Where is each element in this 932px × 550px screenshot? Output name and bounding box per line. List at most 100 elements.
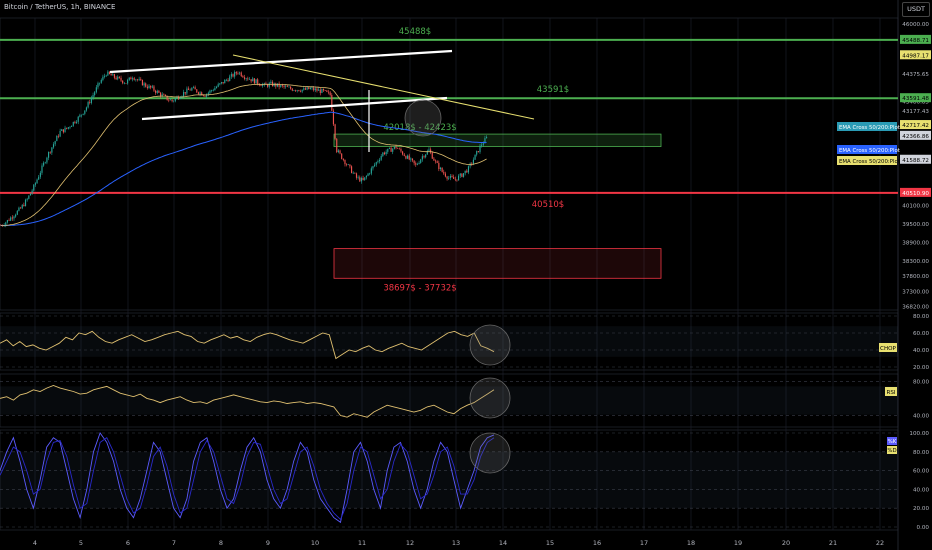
- rsi-badge-bg: [885, 387, 897, 396]
- x-tick-label: 4: [33, 539, 37, 547]
- candle-body: [415, 163, 417, 165]
- candle-body: [456, 179, 458, 181]
- chop-line: [0, 330, 495, 360]
- candle-body: [402, 151, 404, 155]
- candle-body: [131, 78, 134, 80]
- candle-body: [257, 79, 259, 84]
- candle-body: [262, 84, 264, 87]
- candle-body: [105, 75, 107, 77]
- candle-body: [120, 77, 122, 81]
- candle-body: [248, 79, 251, 80]
- candle-body: [87, 102, 89, 108]
- candle-body: [252, 78, 254, 82]
- legend-tag: EMA Cross 50/200:Plot: [839, 148, 900, 154]
- candle-body: [183, 92, 185, 97]
- candle-body: [466, 170, 468, 173]
- stoch-band: [0, 451, 898, 509]
- x-tick-label: 15: [546, 539, 554, 547]
- zone-box: [333, 248, 662, 279]
- y-tick-label: 39500.00: [902, 222, 929, 228]
- candle-body: [283, 85, 285, 87]
- candle-body: [420, 159, 422, 163]
- ema-50-line: [0, 83, 487, 226]
- candle-body: [133, 78, 135, 80]
- zone-box: [333, 133, 662, 147]
- candle-body: [166, 96, 168, 100]
- candle-body: [26, 198, 28, 200]
- symbol-title: Bitcoin / TetherUS, 1h, BINANCE: [4, 3, 116, 11]
- candle-body: [428, 149, 430, 151]
- x-tick-label: 10: [311, 539, 319, 547]
- candle-body: [72, 121, 74, 126]
- candle-body: [365, 175, 367, 178]
- candle-body: [329, 92, 331, 95]
- candle-body: [62, 129, 64, 133]
- candle-body: [411, 158, 414, 161]
- candle-body: [471, 163, 473, 165]
- candle-body: [153, 86, 155, 91]
- candle-body: [446, 176, 448, 179]
- candle-body: [288, 86, 290, 88]
- candle-body: [250, 79, 252, 82]
- candle-body: [174, 98, 176, 101]
- legend-tag: EMA Cross 50/200:Plot: [839, 159, 900, 165]
- candle-body: [171, 99, 173, 102]
- rsi-line: [0, 385, 495, 418]
- candle-body: [85, 107, 88, 111]
- candle-body: [118, 76, 120, 78]
- candle-body: [416, 163, 419, 165]
- candle-body: [413, 160, 415, 164]
- candle-body: [327, 91, 330, 93]
- candle-body: [64, 127, 66, 133]
- level-label: 45488$: [399, 27, 431, 37]
- candle-body: [164, 94, 167, 97]
- candle-body: [268, 83, 270, 87]
- candle-body: [95, 87, 97, 93]
- candle-body: [52, 144, 55, 148]
- x-tick-label: 11: [358, 539, 366, 547]
- candle-body: [436, 161, 438, 163]
- candle-body: [321, 89, 323, 93]
- candle-body: [75, 121, 78, 123]
- candle-body: [215, 86, 218, 89]
- candle-body: [148, 85, 150, 89]
- candle-body: [441, 167, 443, 172]
- candle-body: [346, 164, 348, 165]
- candle-body: [370, 168, 372, 174]
- candle-body: [372, 166, 374, 169]
- chop-y-tick: 60.00: [913, 331, 929, 337]
- candle-body: [448, 177, 450, 179]
- candle-body: [89, 102, 91, 103]
- candle-body: [439, 167, 442, 170]
- candle-body: [240, 72, 242, 77]
- candle-body: [48, 152, 50, 158]
- candle-body: [438, 162, 440, 170]
- currency-button[interactable]: USDT: [902, 2, 930, 17]
- candle-body: [191, 88, 193, 91]
- candle-body: [481, 144, 483, 146]
- candle-body: [332, 110, 335, 125]
- x-tick-label: 8: [219, 539, 223, 547]
- candle-body: [146, 86, 148, 89]
- candle-body: [187, 88, 190, 90]
- candle-body: [184, 92, 186, 94]
- price-tag-bg: [900, 130, 931, 140]
- candle-body: [239, 72, 241, 74]
- candle-body: [125, 83, 127, 84]
- chop-y-tick: 40.00: [913, 348, 929, 354]
- candle-body: [36, 179, 38, 184]
- candle-body: [77, 116, 79, 122]
- chop-band: [0, 326, 898, 357]
- chop-y-tick: 80.00: [913, 314, 929, 320]
- candle-body: [15, 214, 17, 217]
- candle-body: [451, 176, 453, 178]
- candle-body: [352, 172, 354, 174]
- stoch-line: [0, 437, 495, 521]
- candle-body: [304, 88, 307, 90]
- candle-body: [232, 74, 234, 77]
- stoch-k-badge: %K: [888, 439, 897, 445]
- price-tag: 41588.72: [902, 158, 929, 164]
- x-tick-label: 16: [593, 539, 601, 547]
- candle-body: [242, 76, 244, 78]
